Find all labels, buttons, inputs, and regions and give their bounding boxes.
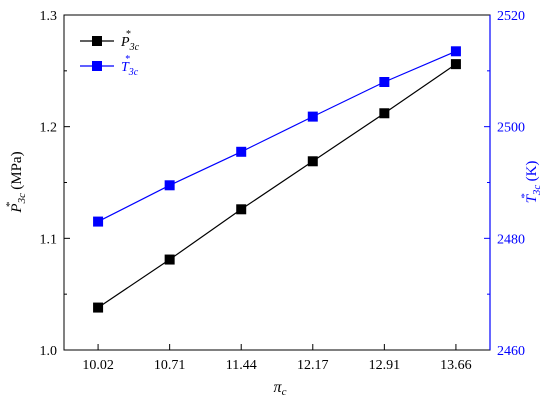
data-point-p3c (93, 302, 104, 313)
y-axis-label-left-main: P (9, 203, 25, 213)
data-point-t3c (236, 146, 247, 157)
y-axis-label-right-unit: (K) (524, 161, 540, 186)
data-point-t3c (164, 180, 175, 191)
legend-marker-t3c (92, 61, 102, 71)
x-axis-label-main: π (274, 379, 283, 396)
y-right-tick-label: 2500 (497, 121, 525, 136)
y-axis-label-right: T3c* (K) (519, 161, 543, 204)
y-axis-label-left: P3c* (MPa) (4, 151, 28, 213)
x-tick-label: 10.02 (82, 358, 114, 373)
y-axis-label-right-sup: * (519, 193, 531, 199)
y-axis-label-left-sup: * (4, 202, 16, 208)
data-point-p3c (307, 156, 318, 167)
legend: P3c* T3c* (80, 29, 140, 78)
x-tick-label: 10.71 (154, 358, 186, 373)
y-axis-label-right-sub: 3c (531, 185, 543, 197)
legend-label-t3c-sup: * (125, 54, 130, 65)
y-right-tick-label: 2520 (497, 9, 525, 24)
markers-layer (93, 46, 461, 313)
y-left-tick-label: 1.1 (40, 232, 58, 247)
legend-label-p3c: P3c * (120, 29, 140, 53)
data-point-p3c (379, 108, 390, 119)
y-right-tick-label: 2460 (497, 344, 525, 359)
tick-labels-layer: 10.02 10.71 11.44 12.17 12.91 13.66 1.0 1.1 1.2 1… (40, 9, 526, 373)
x-tick-label: 12.91 (369, 358, 401, 373)
legend-label-t3c: T3c * (121, 54, 139, 78)
y-axis-label-left-sub: 3c (16, 193, 28, 205)
series-line-t3c (97, 50, 457, 223)
legend-label-p3c-sub: 3c (129, 42, 140, 53)
legend-marker-p3c (92, 36, 102, 46)
legend-label-t3c-main: T (121, 60, 130, 75)
data-point-t3c (379, 77, 390, 87)
x-tick-label: 12.17 (297, 358, 329, 373)
x-tick-label: 13.66 (440, 358, 472, 373)
data-point-p3c (164, 254, 175, 265)
x-axis-label-sub: c (282, 386, 287, 398)
legend-label-p3c-sup: * (126, 29, 131, 40)
data-point-p3c (450, 59, 461, 70)
y-right-tick-label: 2480 (497, 232, 525, 247)
series-lines-layer (97, 50, 457, 309)
y-left-tick-label: 1.0 (40, 344, 58, 359)
x-axis-label: πc (274, 379, 287, 398)
x-tick-label: 11.44 (226, 358, 257, 373)
data-point-t3c (307, 111, 318, 122)
legend-label-p3c-main: P (120, 35, 130, 50)
y-left-tick-label: 1.3 (40, 9, 58, 24)
series-line-p3c (97, 63, 457, 309)
y-left-tick-label: 1.2 (40, 121, 58, 136)
data-point-p3c (236, 204, 247, 215)
y-axis-label-left-unit: (MPa) (9, 151, 25, 193)
data-point-t3c (93, 216, 104, 227)
legend-label-t3c-sub: 3c (128, 67, 139, 78)
y-axis-label-right-main: T (524, 193, 540, 203)
data-point-t3c (450, 46, 461, 57)
